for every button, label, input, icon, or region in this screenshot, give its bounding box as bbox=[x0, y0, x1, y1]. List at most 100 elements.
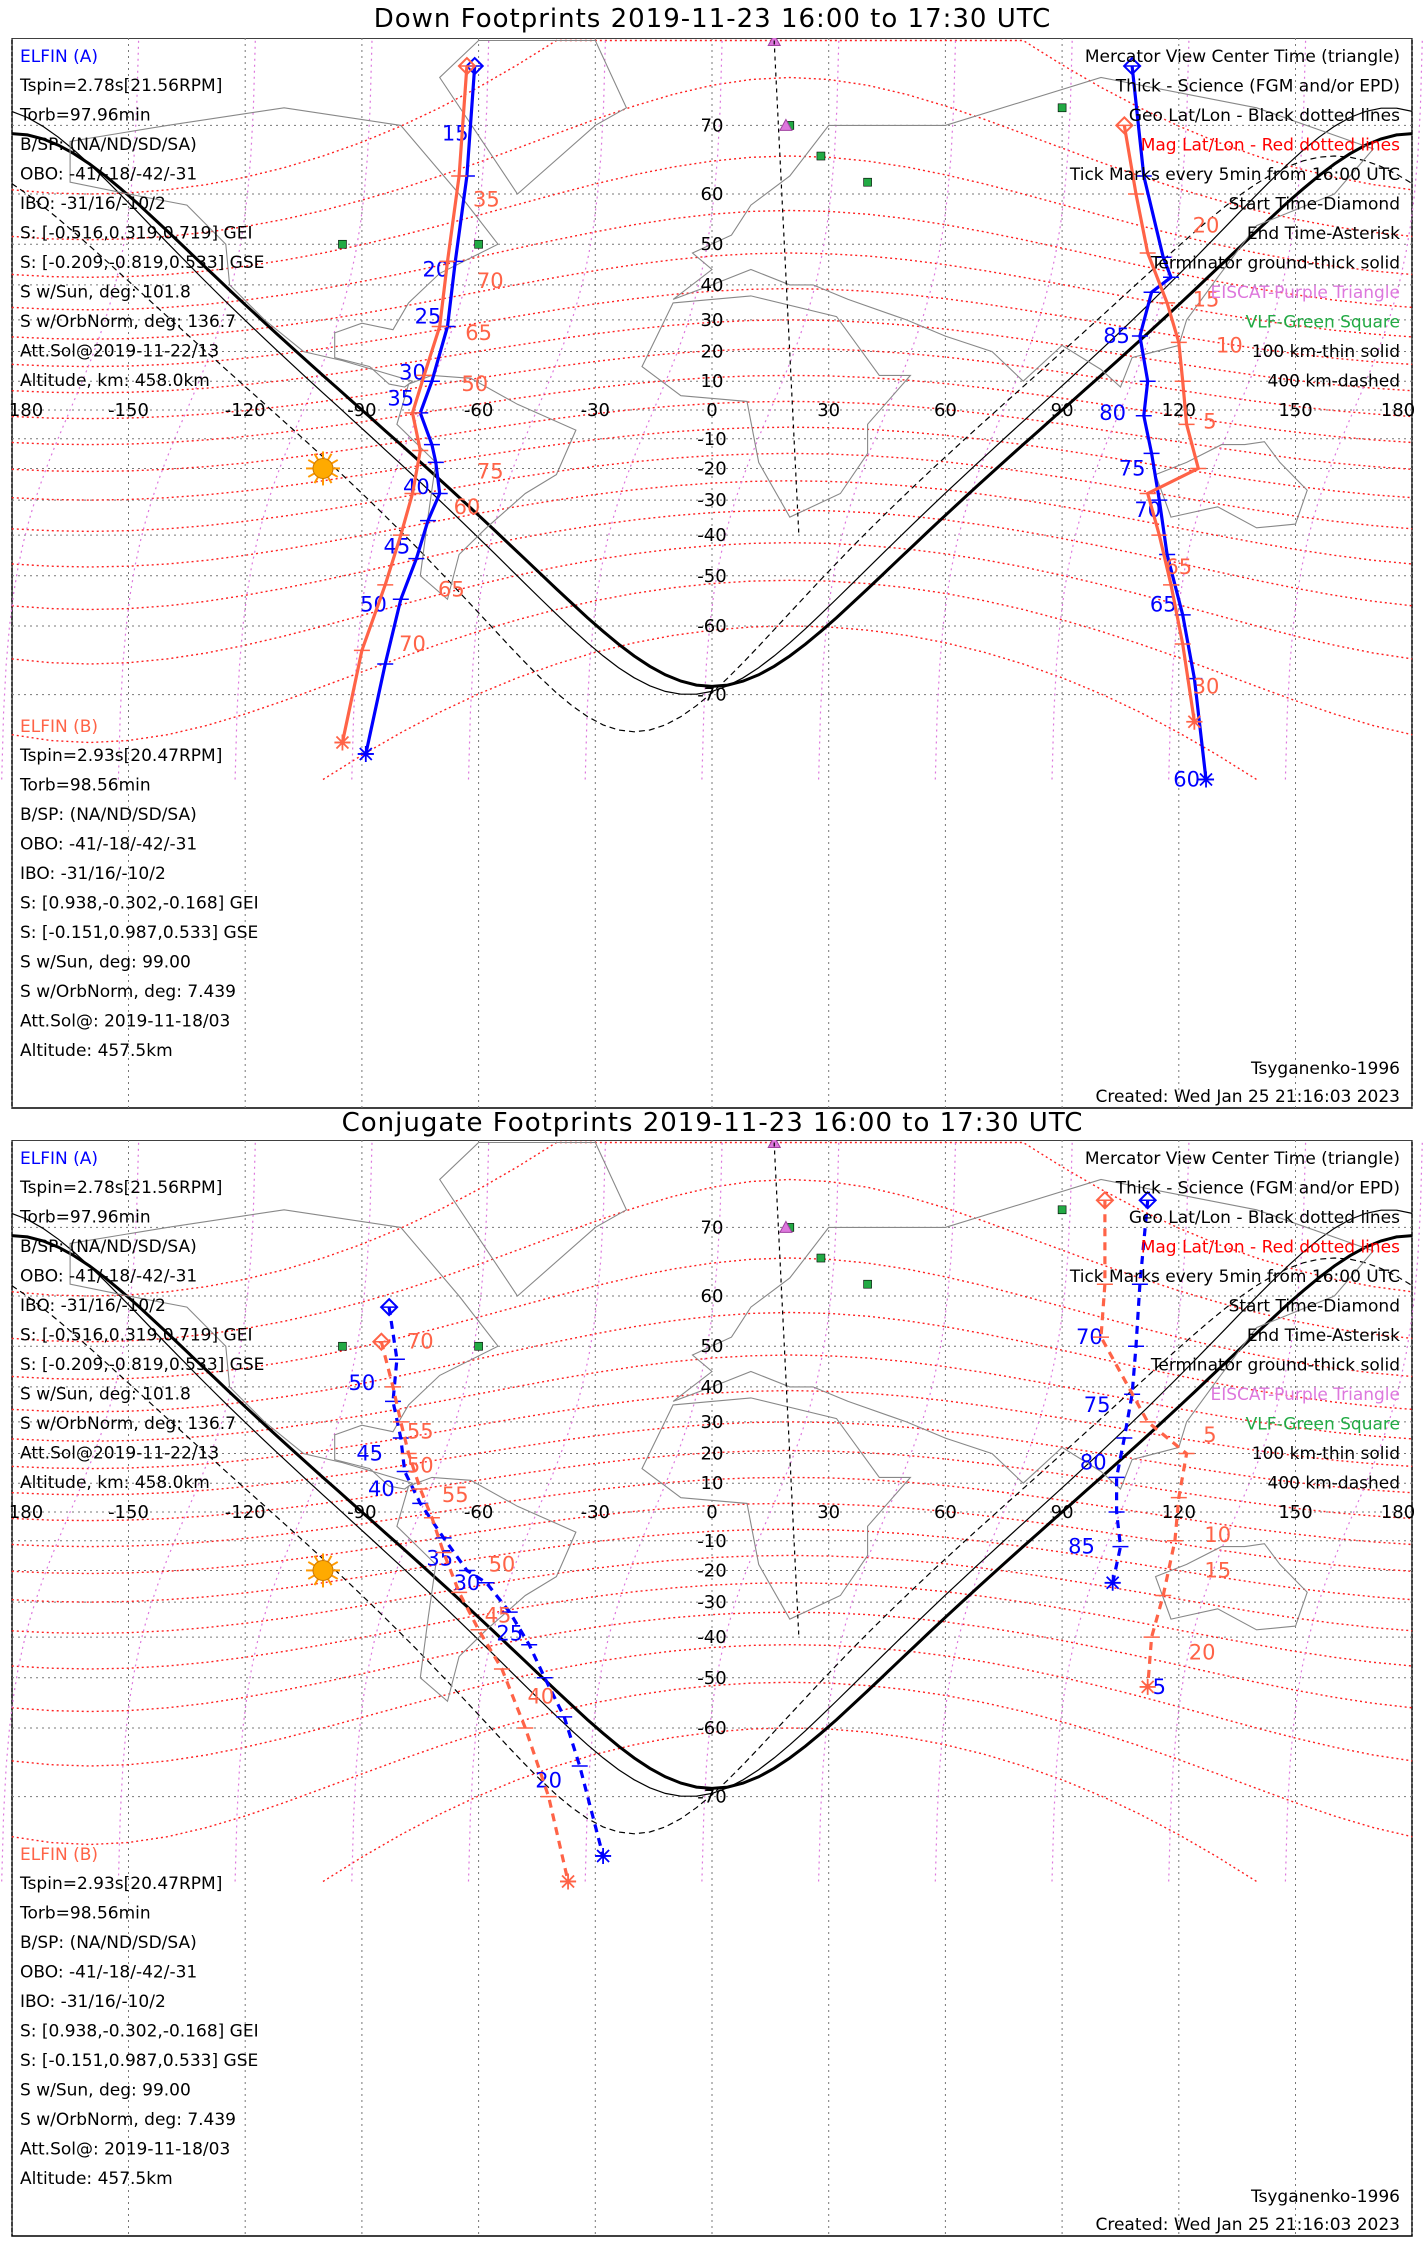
legend-item: Thick - Science (FGM and/or EPD) bbox=[1115, 1179, 1400, 1199]
elfin-a-info: ELFIN (A) Tspin=2.78s[21.56RPM] Torb=97.96… bbox=[19, 1149, 264, 1493]
track-tick-label: 45 bbox=[485, 1604, 512, 1628]
elfin-a-line: Altitude, km: 458.0km bbox=[20, 1473, 210, 1493]
elfin-a-line: S w/Sun, deg: 101.8 bbox=[20, 1385, 191, 1405]
panel-title-down: Down Footprints 2019-11-23 16:00 to 17:3… bbox=[373, 4, 1052, 34]
elfin-b-line: Tspin=2.93s[20.47RPM] bbox=[19, 746, 222, 766]
lon-tick-label: 0 bbox=[706, 400, 717, 421]
elfin-b-line: B/SP: (NA/ND/SD/SA) bbox=[20, 805, 197, 825]
elfin-a-line: S w/Sun, deg: 101.8 bbox=[20, 283, 191, 303]
elfin-a-line: B/SP: (NA/ND/SD/SA) bbox=[20, 1237, 197, 1257]
lat-tick-label: -10 bbox=[697, 429, 726, 450]
legend-item: Mercator View Center Time (triangle) bbox=[1085, 1149, 1400, 1169]
track-tick-label: 20 bbox=[535, 1769, 562, 1793]
mag-meridian bbox=[701, 40, 840, 780]
mag-meridian bbox=[818, 1142, 957, 1882]
legend-item: Tick Marks every 5min from 16:00 UTC bbox=[1069, 165, 1400, 185]
track-tick-label: 65 bbox=[438, 578, 465, 602]
terminators bbox=[11, 1209, 1413, 1835]
elfin-b-line: S w/Sun, deg: 99.00 bbox=[20, 2081, 191, 2101]
lat-tick-label: -30 bbox=[697, 490, 726, 511]
sun-ray bbox=[307, 1574, 315, 1580]
terminator-ground bbox=[11, 1234, 1413, 1790]
elfin-a-line: OBO: -41/-18/-42/-31 bbox=[20, 1267, 197, 1287]
vlf-square bbox=[863, 177, 872, 187]
lon-tick-label: -30 bbox=[581, 400, 610, 421]
mag-meridian bbox=[934, 1142, 1073, 1882]
mag-meridian bbox=[234, 40, 373, 780]
mag-grid bbox=[1, 1141, 1423, 1883]
elfin-b-line: Att.Sol@: 2019-11-18/03 bbox=[20, 1012, 230, 1032]
coastline bbox=[438, 1141, 628, 1297]
lat-tick-label: 10 bbox=[701, 371, 724, 392]
track-tick-label: 20 bbox=[1189, 1641, 1216, 1665]
mag-meridian bbox=[1168, 1142, 1307, 1882]
coastline bbox=[69, 1209, 499, 1490]
sun-disk bbox=[312, 1559, 334, 1581]
track-tick-label: 35 bbox=[387, 387, 414, 411]
track-tick-label: 40 bbox=[368, 1477, 395, 1501]
terminator-100km bbox=[11, 1209, 1413, 1797]
lon-tick-label: -30 bbox=[581, 1502, 610, 1523]
created-label: Created: Wed Jan 25 21:16:03 2023 bbox=[1095, 1087, 1400, 1107]
elfin-a-line: S w/OrbNorm, deg: 136.7 bbox=[20, 1414, 236, 1434]
elfin-a-line: IBO: -31/16/-10/2 bbox=[20, 1296, 166, 1316]
track-tick-label: 55 bbox=[407, 1420, 434, 1444]
axis-labels: 180 -150 -120 -90 -60 -30 0 30 60 90 120 150 1807060… bbox=[9, 115, 1415, 705]
mag-meridian bbox=[467, 1142, 606, 1882]
elfin-a-line: B/SP: (NA/ND/SD/SA) bbox=[20, 135, 197, 155]
footprint-track-2 bbox=[1130, 65, 1208, 780]
legend-item: Start Time-Diamond bbox=[1229, 195, 1400, 215]
track-tick-label: 15 bbox=[1204, 1558, 1231, 1582]
lon-tick-label: -60 bbox=[464, 1502, 493, 1523]
elfin-b-line: S: [-0.151,0.987,0.533] GSE bbox=[20, 923, 258, 943]
vlf-square bbox=[474, 1341, 483, 1351]
eiscat-track bbox=[773, 40, 800, 533]
track-tick-label: 75 bbox=[1084, 1393, 1111, 1417]
eiscat-triangle bbox=[779, 1220, 793, 1233]
elfin-b-line: Att.Sol@: 2019-11-18/03 bbox=[20, 2140, 230, 2160]
coastline bbox=[641, 1397, 912, 1620]
footer: Tsyganenko-1996 Created: Wed Jan 25 21:16… bbox=[1095, 1059, 1400, 1107]
mag-meridian bbox=[701, 1142, 840, 1882]
mag-parallel bbox=[11, 509, 1413, 611]
elfin-a-title: ELFIN (A) bbox=[20, 47, 98, 67]
legend-item: Mercator View Center Time (triangle) bbox=[1085, 47, 1400, 67]
sun-icon bbox=[306, 451, 340, 486]
elfin-a-title: ELFIN (A) bbox=[20, 1149, 98, 1169]
mag-meridian bbox=[1284, 40, 1423, 780]
mag-parallel bbox=[11, 1354, 1413, 1442]
lat-tick-label: 60 bbox=[701, 1286, 724, 1307]
mag-parallel bbox=[11, 1554, 1413, 1635]
sun-ray bbox=[307, 472, 315, 478]
track-tick-label: 40 bbox=[527, 1684, 554, 1708]
lat-tick-label: -70 bbox=[697, 1787, 726, 1808]
lat-tick-label: 70 bbox=[701, 1217, 724, 1238]
track-tick-label: 25 bbox=[496, 1621, 523, 1645]
track-tick-label: 50 bbox=[349, 1371, 376, 1395]
lat-tick-label: 70 bbox=[701, 115, 724, 136]
lat-tick-label: 40 bbox=[701, 1377, 724, 1398]
coastline bbox=[396, 374, 577, 601]
vlf-square bbox=[816, 151, 826, 161]
track-tick-label: 5 bbox=[1153, 1675, 1166, 1699]
track-tick-label: 15 bbox=[442, 122, 469, 146]
start-diamond bbox=[1122, 56, 1142, 76]
legend: Mercator View Center Time (triangle) Thic… bbox=[1069, 47, 1400, 392]
coastline bbox=[672, 1178, 1375, 1490]
legend-item: VLF-Green Square bbox=[1246, 1415, 1400, 1435]
mag-meridian bbox=[467, 40, 606, 780]
elfin-a-line: Tspin=2.78s[21.56RPM] bbox=[19, 1178, 222, 1198]
elfin-a-info: ELFIN (A) Tspin=2.78s[21.56RPM] Torb=97.96… bbox=[19, 47, 264, 391]
sun-ray bbox=[313, 453, 319, 461]
lon-tick-label: 180 bbox=[9, 1502, 43, 1523]
track-tick-label: 10 bbox=[1216, 333, 1243, 357]
mag-meridian bbox=[351, 1142, 490, 1882]
axis-labels: 180 -150 -120 -90 -60 -30 0 30 60 90 120 150 1807060… bbox=[9, 1217, 1415, 1807]
lat-tick-label: -50 bbox=[697, 1668, 726, 1689]
lon-tick-label: -150 bbox=[108, 400, 149, 421]
start-diamond bbox=[457, 56, 477, 76]
track-tick-label: 85 bbox=[1068, 1535, 1095, 1559]
elfin-a-line: Altitude, km: 458.0km bbox=[20, 371, 210, 391]
mag-meridian bbox=[1051, 40, 1190, 780]
vlf-square bbox=[338, 1341, 347, 1351]
